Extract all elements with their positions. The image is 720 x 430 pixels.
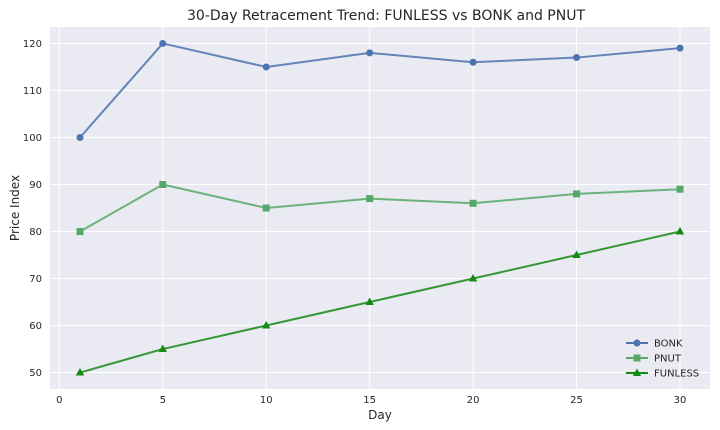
data-point-bonk bbox=[573, 54, 581, 62]
data-point-pnut bbox=[676, 185, 684, 193]
data-point-funless bbox=[262, 321, 271, 329]
x-tick-label: 30 bbox=[674, 395, 687, 406]
x-axis-label: Day bbox=[368, 408, 392, 422]
plot-area bbox=[50, 27, 710, 389]
data-point-funless bbox=[468, 274, 478, 282]
series-bonk bbox=[76, 39, 684, 141]
legend-marker-bonk bbox=[633, 339, 641, 347]
data-point-pnut bbox=[262, 204, 270, 212]
data-point-bonk bbox=[76, 133, 84, 141]
x-tick-label: 25 bbox=[570, 395, 583, 406]
series-funless bbox=[75, 227, 685, 376]
data-point-funless bbox=[572, 250, 581, 259]
data-point-bonk bbox=[262, 63, 270, 71]
y-tick-label: 60 bbox=[29, 321, 42, 332]
data-point-bonk bbox=[159, 39, 167, 47]
data-point-bonk bbox=[469, 58, 477, 66]
data-point-pnut bbox=[76, 228, 84, 236]
legend-entry-pnut: PNUT bbox=[654, 354, 682, 365]
y-tick-label: 80 bbox=[29, 227, 42, 238]
x-tick-label: 15 bbox=[363, 395, 376, 406]
data-point-bonk bbox=[676, 44, 684, 52]
legend: BONK PNUT FUNLESS bbox=[626, 339, 699, 380]
legend-entry-bonk: BONK bbox=[654, 339, 683, 350]
data-point-funless bbox=[675, 227, 685, 235]
legend-entry-funless: FUNLESS bbox=[654, 369, 699, 380]
y-tick-label: 90 bbox=[29, 180, 42, 191]
y-tick-label: 50 bbox=[29, 368, 42, 379]
x-tick-label: 20 bbox=[467, 395, 480, 406]
chart-title: 30-Day Retracement Trend: FUNLESS vs BON… bbox=[187, 8, 585, 24]
data-point-pnut bbox=[159, 180, 167, 188]
data-point-pnut bbox=[573, 190, 581, 198]
data-point-bonk bbox=[366, 49, 374, 57]
x-tick-label: 0 bbox=[56, 395, 62, 406]
y-tick-label: 100 bbox=[23, 133, 42, 144]
x-tick-label: 5 bbox=[160, 395, 166, 406]
series-group bbox=[75, 39, 685, 376]
axis-ticks: 0 5 10 15 20 25 30 50 60 70 80 90 100 110 120 bbox=[23, 39, 686, 406]
legend-marker-pnut bbox=[633, 354, 641, 362]
data-point-funless bbox=[365, 297, 374, 306]
data-point-pnut bbox=[469, 199, 477, 207]
legend-marker-funless bbox=[632, 368, 642, 376]
y-axis-label: Price Index bbox=[8, 175, 22, 241]
data-point-pnut bbox=[366, 195, 374, 203]
data-point-funless bbox=[158, 344, 167, 353]
y-tick-label: 110 bbox=[23, 86, 42, 97]
y-tick-label: 120 bbox=[23, 39, 42, 50]
y-tick-label: 70 bbox=[29, 274, 42, 285]
x-tick-label: 10 bbox=[260, 395, 273, 406]
series-pnut bbox=[76, 180, 684, 236]
data-point-funless bbox=[75, 368, 85, 376]
